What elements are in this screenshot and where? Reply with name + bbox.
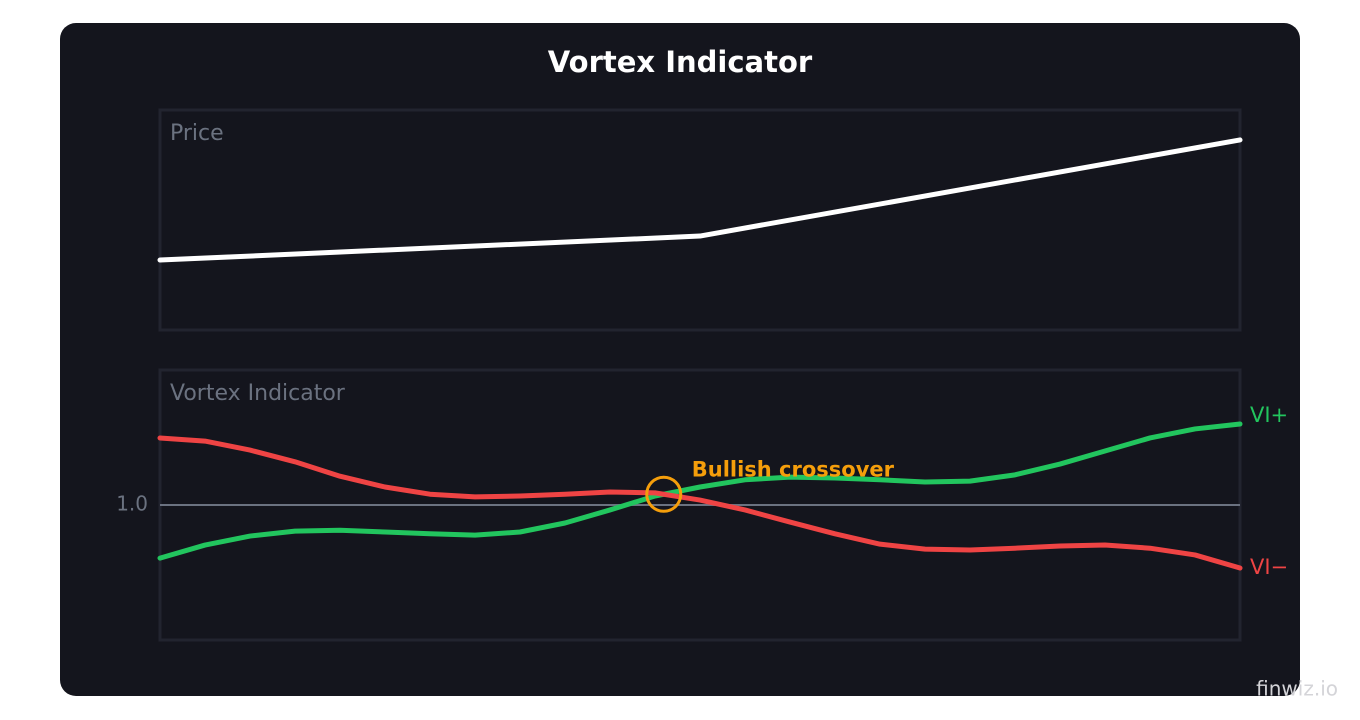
y-tick-label: 1.0 [116,492,148,516]
panel-frame [158,108,1242,332]
line [157,435,1243,571]
legend-label: VI− [1250,555,1288,579]
line [157,421,1243,561]
panel-title: Price [170,121,224,146]
legend-label: VI+ [1250,403,1288,427]
card [60,23,1300,696]
watermark: finwiz.io [1256,677,1338,701]
line [157,137,1243,263]
crossover-marker [645,475,683,513]
chart-title: Vortex Indicator [548,45,813,79]
annotation: Bullish crossover [692,457,895,481]
panel-title: Vortex Indicator [170,381,346,406]
